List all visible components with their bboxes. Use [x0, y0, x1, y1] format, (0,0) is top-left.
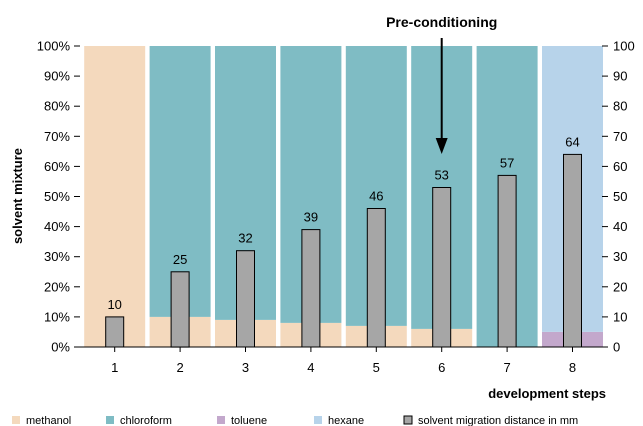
right-tick-label: 30	[613, 249, 627, 264]
migration-bar	[236, 250, 255, 348]
x-tick-label: 2	[176, 360, 183, 375]
annotation-arrow-head	[435, 138, 448, 154]
x-tick-label: 3	[242, 360, 249, 375]
left-tick-label: 60%	[44, 159, 70, 174]
right-tick-label: 10	[613, 309, 627, 324]
data-label: 39	[304, 210, 318, 225]
stack-segment-methanol	[84, 46, 146, 347]
x-tick-label: 7	[503, 360, 510, 375]
left-tick-label: 100%	[37, 39, 71, 54]
left-tick-label: 40%	[44, 219, 70, 234]
y-axis-label: solvent mixture	[10, 148, 25, 244]
migration-bar	[366, 208, 386, 348]
x-axis-label: development steps	[488, 386, 606, 401]
left-tick-label: 90%	[44, 69, 70, 84]
migration-bar	[301, 229, 321, 348]
left-y-ticks: 0% 10% 20% 30% 40% 50% 60% 70% 80% 90% 100%	[37, 39, 80, 355]
migration-bar	[497, 174, 517, 348]
data-label: 53	[434, 168, 448, 183]
right-tick-label: 70	[613, 129, 627, 144]
legend-swatch-toluene	[217, 416, 225, 424]
right-tick-label: 20	[613, 279, 627, 294]
migration-distance-bars	[105, 153, 582, 348]
data-label: 32	[238, 231, 252, 246]
legend: methanol chloroform toluene hexane solvent m…	[12, 415, 578, 426]
legend-label-chloroform: chloroform	[120, 415, 172, 426]
left-tick-label: 20%	[44, 279, 70, 294]
legend-label-solvent-migration-distance-in-mm: solvent migration distance in mm	[418, 415, 578, 426]
data-label: 10	[107, 297, 121, 312]
x-tick-label: 5	[373, 360, 380, 375]
legend-swatch-solvent-migration-distance-in-mm	[403, 415, 413, 425]
left-tick-label: 10%	[44, 309, 70, 324]
right-tick-label: 50	[613, 189, 627, 204]
legend-label-methanol: methanol	[26, 415, 71, 426]
migration-bar	[170, 271, 190, 348]
x-tick-label: 8	[569, 360, 576, 375]
right-tick-label: 100	[613, 39, 635, 54]
x-tick-label: 6	[438, 360, 445, 375]
migration-bar	[563, 153, 582, 348]
right-tick-label: 40	[613, 219, 627, 234]
migration-bar	[432, 187, 452, 348]
left-tick-label: 70%	[44, 129, 70, 144]
legend-swatch-methanol	[12, 416, 20, 424]
right-tick-label: 90	[613, 69, 627, 84]
migration-bar	[105, 316, 125, 348]
legend-swatch-chloroform	[106, 416, 114, 424]
right-tick-label: 80	[613, 99, 627, 114]
data-label: 46	[369, 189, 383, 204]
left-tick-label: 50%	[44, 189, 70, 204]
left-tick-label: 0%	[51, 340, 70, 355]
right-tick-label: 60	[613, 159, 627, 174]
legend-label-hexane: hexane	[328, 415, 364, 426]
x-tick-label: 4	[307, 360, 314, 375]
stacked-solvent-bars	[84, 46, 603, 347]
annotation-text: Pre-conditioning	[386, 14, 497, 30]
data-label: 64	[565, 134, 579, 149]
data-label: 25	[173, 252, 187, 267]
right-tick-label: 0	[613, 340, 620, 355]
left-tick-label: 80%	[44, 99, 70, 114]
right-y-ticks: 0 10 20 30 40 50 60 70 80 90 100	[602, 39, 635, 355]
x-tick-label: 1	[111, 360, 118, 375]
left-tick-label: 30%	[44, 249, 70, 264]
pre-conditioning-annotation: Pre-conditioning	[386, 14, 497, 154]
x-ticks: 1 2 3 4 5 6 7 8	[111, 347, 576, 375]
data-labels: 10 25 32 39 46 53 57 64	[107, 134, 579, 312]
legend-label-toluene: toluene	[231, 415, 267, 426]
legend-swatch-hexane	[314, 416, 322, 424]
data-label: 57	[500, 155, 514, 170]
